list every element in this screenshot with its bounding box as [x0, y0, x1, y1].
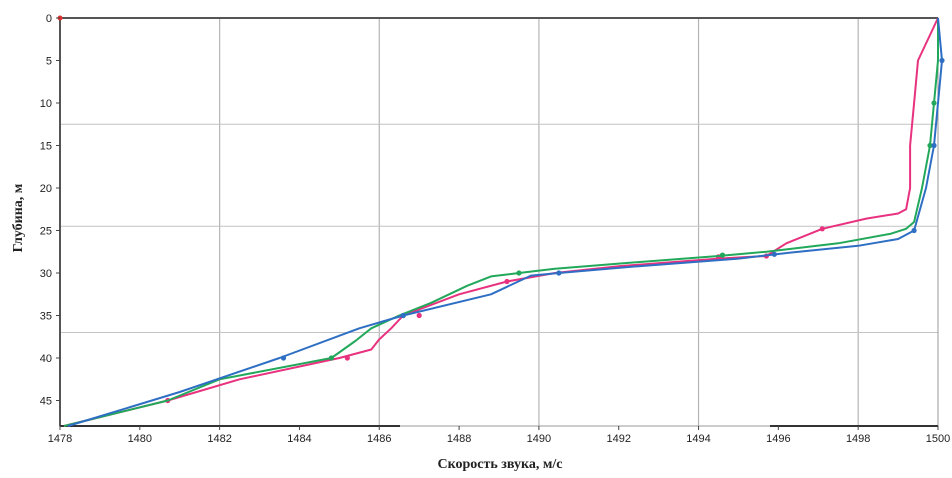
y-tick-label: 5	[46, 56, 52, 68]
x-tick-label: 1484	[287, 433, 311, 445]
y-axis-ticks: 0 5 10 15 20 25 30 35 40 45	[40, 13, 60, 408]
data-point	[400, 312, 406, 319]
data-point	[556, 270, 562, 276]
y-tick-label: 10	[40, 98, 52, 110]
series-layer	[63, 17, 945, 427]
x-tick-label: 1494	[686, 433, 710, 445]
data-point	[931, 100, 937, 106]
y-axis-title: Глубина, м	[11, 183, 26, 252]
data-point	[719, 252, 726, 258]
x-tick-label: 1486	[367, 433, 391, 445]
x-tick-label: 1490	[527, 433, 551, 445]
data-point	[819, 226, 825, 232]
y-tick-label: 15	[40, 141, 52, 153]
x-tick-label: 1496	[766, 433, 790, 445]
data-point	[771, 251, 777, 257]
data-point	[931, 142, 937, 149]
grid	[60, 18, 938, 426]
x-tick-label: 1488	[447, 433, 471, 445]
data-point	[939, 57, 945, 64]
x-tick-label: 1482	[207, 433, 231, 445]
data-point	[280, 355, 287, 361]
y-tick-label: 45	[40, 396, 52, 408]
y-tick-label: 40	[40, 353, 52, 365]
y-tick-label: 20	[40, 183, 52, 195]
x-tick-label: 1480	[128, 433, 152, 445]
series-3	[67, 17, 945, 427]
x-axis-ticks: 1478 1480 1482 1484 1486 1488 1490 1492 1494 1496…	[48, 426, 950, 445]
x-tick-label: 1492	[606, 433, 630, 445]
y-tick-label: 25	[40, 226, 52, 238]
y-tick-label: 35	[40, 311, 52, 323]
x-tick-label: 1500	[926, 433, 950, 445]
data-point	[504, 278, 510, 285]
data-point	[911, 227, 917, 234]
x-axis-title: Скорость звука, м/с	[438, 457, 563, 472]
data-point	[516, 270, 522, 276]
y-tick-label: 0	[46, 13, 52, 25]
data-point	[927, 142, 933, 149]
y-tick-label: 30	[40, 268, 52, 280]
series-2	[63, 18, 939, 427]
data-point	[328, 355, 334, 361]
series-line	[63, 18, 939, 427]
data-point	[416, 312, 422, 319]
x-tick-label: 1478	[48, 433, 72, 445]
data-point	[344, 355, 350, 361]
x-tick-label: 1498	[846, 433, 870, 445]
